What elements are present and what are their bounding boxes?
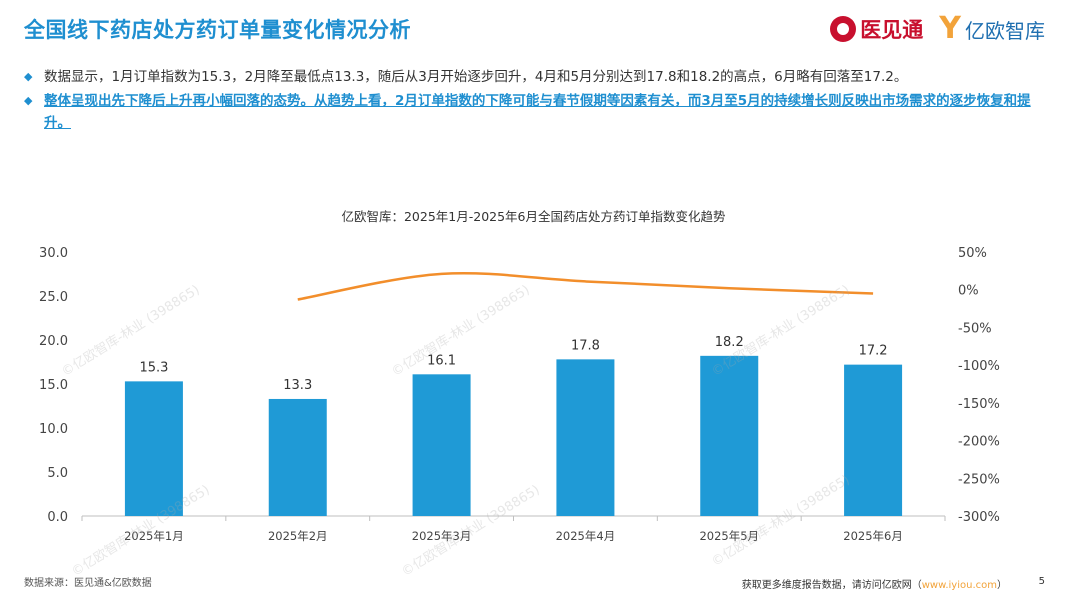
y-left-tick-label: 25.0: [39, 290, 68, 305]
bar-data-label: 15.3: [139, 360, 168, 375]
footer-more-text: 获取更多维度报告数据，请访问亿欧网（: [741, 580, 922, 591]
yijiantong-logo: 医见通: [830, 14, 923, 44]
iyiou-logo: Y 亿欧智库: [939, 14, 1045, 44]
iyiou-logo-text: 亿欧智库: [965, 18, 1045, 43]
chart-title: 亿欧智库：2025年1月-2025年6月全国药店处方药订单指数变化趋势: [341, 209, 726, 224]
y-left-tick-label: 5.0: [47, 466, 68, 481]
bar-data-label: 17.8: [571, 338, 600, 353]
bar: [844, 364, 903, 516]
footer-more-close: ）: [997, 580, 1007, 591]
y-right-tick-label: -150%: [958, 397, 1000, 412]
x-category-label: 2025年4月: [556, 529, 616, 543]
bar-data-label: 16.1: [427, 353, 456, 368]
x-category-label: 2025年5月: [699, 529, 759, 543]
data-source: 数据来源：医见通&亿欧数据: [24, 578, 152, 589]
page-title: 全国线下药店处方药订单量变化情况分析: [24, 18, 411, 42]
bullet-text: 数据显示，1月订单指数为15.3，2月降至最低点13.3，随后从3月开始逐步回升…: [44, 69, 908, 85]
y-left-tick-label: 10.0: [39, 422, 68, 437]
bar: [412, 374, 471, 516]
footer-more: 获取更多维度报告数据，请访问亿欧网（www.iyiou.com）: [742, 576, 1007, 591]
bar: [268, 398, 327, 516]
y-right-tick-label: -250%: [958, 472, 1000, 487]
diamond-bullet-icon: ◆: [24, 94, 33, 107]
y-left-tick-label: 15.0: [39, 378, 68, 393]
yijiantong-logo-icon: [830, 16, 857, 42]
y-right-tick-label: -50%: [958, 321, 992, 336]
diamond-bullet-icon: ◆: [24, 70, 33, 83]
y-right-tick-label: -200%: [958, 435, 1000, 450]
y-left-tick-label: 20.0: [39, 334, 68, 349]
x-category-label: 2025年1月: [124, 529, 184, 543]
x-category-label: 2025年3月: [412, 529, 472, 543]
yijiantong-logo-text: 医见通: [860, 18, 924, 42]
y-right-tick-label: -300%: [958, 510, 1000, 525]
x-category-label: 2025年6月: [843, 529, 903, 543]
y-left-tick-label: 0.0: [47, 510, 68, 525]
iyiou-logo-icon: Y: [939, 11, 961, 46]
bar-data-label: 17.2: [859, 344, 888, 359]
bar: [124, 381, 183, 516]
bar: [700, 355, 759, 516]
y-right-tick-label: 50%: [958, 246, 987, 261]
x-category-label: 2025年2月: [268, 529, 328, 543]
footer-link[interactable]: www.iyiou.com: [921, 580, 997, 591]
bar: [556, 359, 615, 516]
page-number: 5: [1038, 576, 1045, 587]
y-left-tick-label: 30.0: [39, 246, 68, 261]
bar-data-label: 13.3: [283, 378, 312, 393]
bullet-text-highlight: 整体呈现出先下降后上升再小幅回落的态势。从趋势上看，2月订单指数的下降可能与春节…: [44, 93, 1031, 131]
summary-bullets: ◆ 数据显示，1月订单指数为15.3，2月降至最低点13.3，随后从3月开始逐步…: [24, 66, 1044, 136]
y-right-tick-label: 0%: [958, 284, 979, 299]
bullet-item: ◆ 数据显示，1月订单指数为15.3，2月降至最低点13.3，随后从3月开始逐步…: [24, 66, 1044, 88]
y-right-tick-label: -100%: [958, 359, 1000, 374]
mom-change-line: [297, 271, 874, 301]
bullet-item: ◆ 整体呈现出先下降后上升再小幅回落的态势。从趋势上看，2月订单指数的下降可能与…: [24, 90, 1044, 134]
logos: 医见通 Y 亿欧智库: [830, 14, 1045, 44]
bar-data-label: 18.2: [715, 335, 744, 350]
